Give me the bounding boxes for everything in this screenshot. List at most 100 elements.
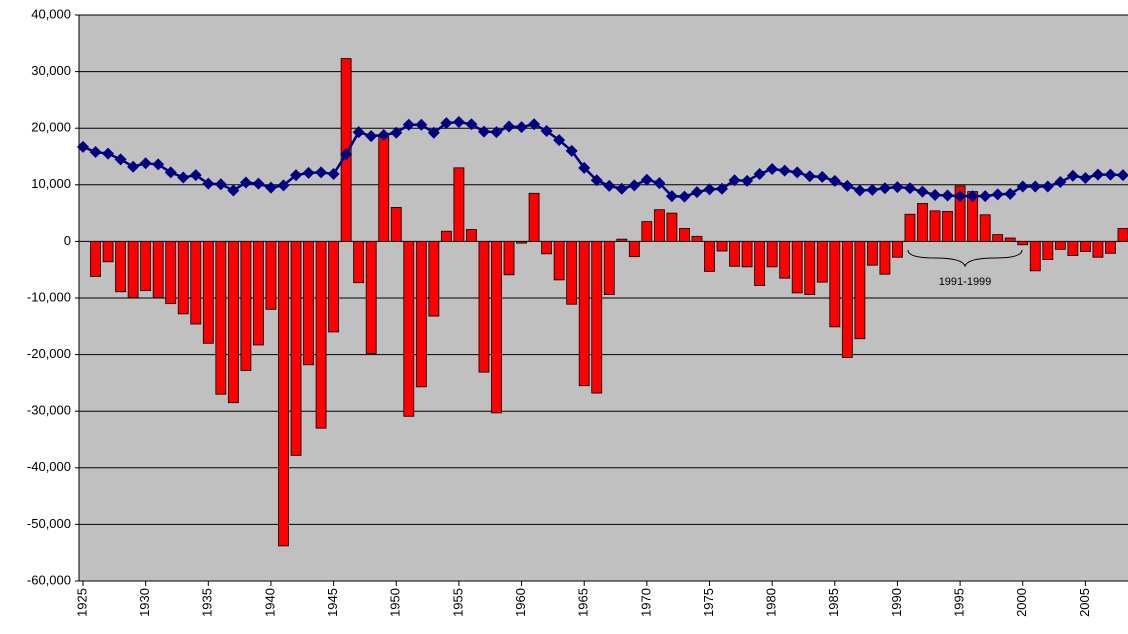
bar <box>591 240 603 394</box>
x-tick-label: 2005 <box>1077 588 1092 617</box>
x-tick-label: 1960 <box>513 588 528 617</box>
y-tick-label: -40,000 <box>27 459 71 474</box>
marker <box>878 182 891 195</box>
bar <box>892 240 903 258</box>
marker <box>853 184 866 197</box>
marker <box>565 144 578 157</box>
bar <box>440 230 452 242</box>
marker <box>290 169 303 182</box>
marker <box>941 189 954 202</box>
marker <box>891 181 904 194</box>
y-tick-label: -20,000 <box>27 346 71 361</box>
x-tick-label: 2000 <box>1014 588 1029 617</box>
marker <box>665 190 678 203</box>
annotation: 1991-1999 <box>939 276 992 288</box>
bar <box>992 234 1004 242</box>
bar <box>516 240 527 244</box>
marker <box>402 118 415 131</box>
marker <box>264 181 277 194</box>
bar <box>578 240 590 387</box>
y-tick-label: 30,000 <box>31 63 71 78</box>
bar <box>666 212 678 242</box>
y-tick-label: -50,000 <box>27 516 71 531</box>
bar <box>704 240 715 272</box>
marker <box>89 145 102 158</box>
marker <box>791 166 804 179</box>
marker <box>690 186 703 199</box>
marker <box>102 147 115 160</box>
x-tick-label: 1935 <box>200 588 215 617</box>
marker <box>427 126 440 139</box>
bar <box>240 240 252 371</box>
x-tick-label: 1955 <box>450 588 465 617</box>
bar <box>804 240 816 296</box>
marker <box>127 160 140 173</box>
bar <box>628 240 640 258</box>
marker <box>77 140 90 153</box>
marker <box>929 188 942 201</box>
bar <box>152 240 164 298</box>
marker <box>741 174 754 187</box>
marker <box>1066 169 1079 182</box>
marker <box>628 179 641 192</box>
marker <box>1041 180 1054 193</box>
bar <box>390 207 402 242</box>
marker <box>528 118 541 131</box>
bar <box>904 213 916 242</box>
marker <box>302 166 315 179</box>
bar <box>954 185 966 242</box>
bar <box>127 240 139 298</box>
marker <box>803 170 816 183</box>
marker <box>640 173 653 186</box>
marker <box>603 179 616 192</box>
bar <box>942 211 953 242</box>
marker <box>828 174 841 187</box>
marker <box>315 166 328 179</box>
bar <box>365 240 377 354</box>
marker <box>753 168 766 181</box>
marker <box>152 158 165 171</box>
x-tick-label: 1970 <box>638 588 653 617</box>
marker <box>277 179 290 192</box>
marker <box>903 182 916 195</box>
x-tick-label: 1980 <box>764 588 779 617</box>
x-tick-label: 1925 <box>74 588 89 617</box>
marker <box>365 130 378 143</box>
marker <box>816 170 829 183</box>
marker <box>678 190 691 203</box>
bar <box>227 240 239 404</box>
bar <box>265 240 277 310</box>
marker <box>503 120 516 133</box>
bar <box>215 240 227 395</box>
marker <box>1116 169 1128 182</box>
y-tick-label: -10,000 <box>27 289 71 304</box>
y-tick-label: 0 <box>64 233 71 248</box>
x-tick-label: 1985 <box>826 588 841 617</box>
bar <box>829 240 841 328</box>
bar <box>428 240 440 317</box>
bar <box>779 240 791 279</box>
x-tick-label: 1950 <box>388 588 403 617</box>
bar <box>754 240 766 286</box>
bar <box>854 240 866 340</box>
bar <box>115 240 127 293</box>
x-tick-label: 1945 <box>325 588 340 617</box>
marker <box>239 176 252 189</box>
marker <box>340 148 353 161</box>
marker <box>227 184 240 197</box>
marker <box>327 168 340 181</box>
bar <box>190 240 202 325</box>
bar <box>478 240 490 373</box>
bar <box>841 240 853 358</box>
bar <box>453 167 465 242</box>
marker <box>164 166 177 179</box>
bar <box>328 240 340 333</box>
marker <box>1079 172 1092 185</box>
bar <box>353 240 365 284</box>
bar <box>653 209 665 242</box>
bar <box>278 240 289 547</box>
bar <box>716 240 728 252</box>
marker <box>916 185 929 198</box>
bar <box>290 240 302 456</box>
